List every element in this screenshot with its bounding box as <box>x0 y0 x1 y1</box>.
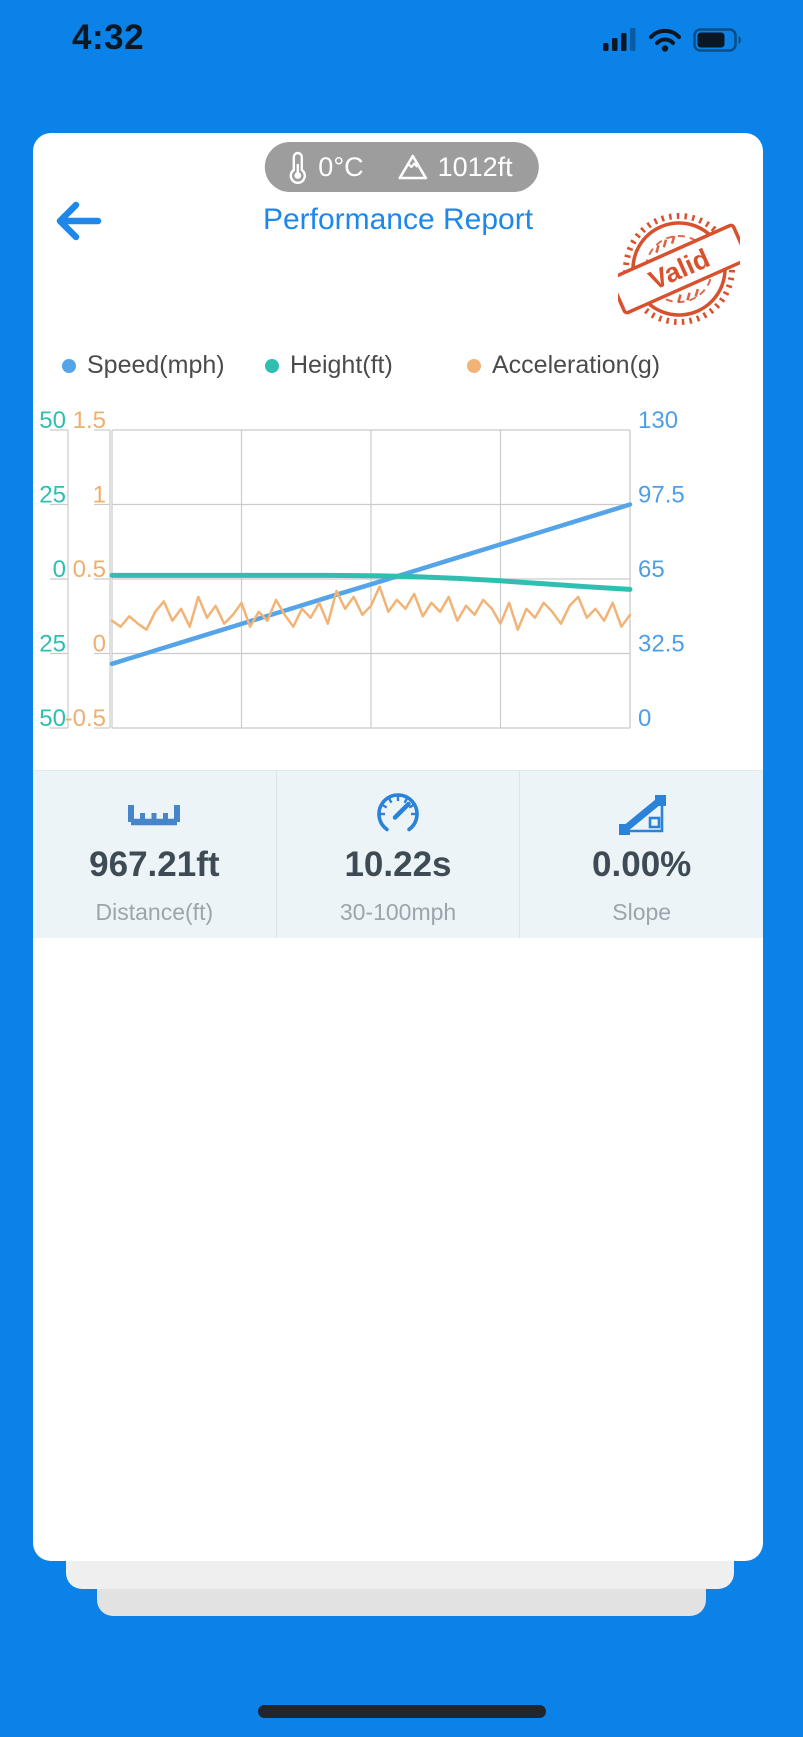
stat-accel-time: 10.22s 30-100mph <box>275 771 520 938</box>
axis-tick-label: -25 <box>40 631 66 658</box>
cellular-signal-icon <box>603 28 636 51</box>
temperature-value: 0°C <box>318 151 364 182</box>
stat-distance: 967.21ft Distance(ft) <box>33 771 276 938</box>
status-icons <box>603 28 743 52</box>
axis-tick-label: 0.5 <box>73 556 106 583</box>
axis-tick-label: 0 <box>93 631 106 658</box>
thermometer-icon <box>289 151 306 184</box>
status-time: 4:32 <box>72 18 145 57</box>
mountain-icon <box>398 154 427 180</box>
legend-item-acceleration[interactable]: Acceleration(g) <box>467 351 660 380</box>
axis-tick-label: 0 <box>53 556 66 583</box>
legend-item-speed[interactable]: Speed(mph) <box>62 351 225 380</box>
axis-tick-label: 97.5 <box>638 482 685 509</box>
wifi-icon <box>649 28 681 52</box>
legend-label-height: Height(ft) <box>290 351 393 379</box>
performance-chart: 50 25 0 -25 -50 1.5 1 0.5 0 -0.5 130 97.5 65 32.5 0 <box>40 407 685 732</box>
battery-icon <box>693 28 741 52</box>
ruler-icon <box>127 791 181 837</box>
sheet-layer-2 <box>97 1589 706 1616</box>
distance-value: 967.21ft <box>89 845 220 884</box>
axis-speed_mph: 130 97.5 65 32.5 0 <box>629 407 685 732</box>
legend-dot-height <box>265 358 279 373</box>
legend-item-height[interactable]: Height(ft) <box>265 351 393 380</box>
legend-label-speed: Speed(mph) <box>87 351 225 379</box>
back-arrow-icon <box>56 201 102 241</box>
sheet-layer-1 <box>66 1561 734 1589</box>
legend-dot-acceleration <box>467 358 481 373</box>
conditions-pill: 0°C 1012ft <box>264 142 539 192</box>
altitude-value: 1012ft <box>437 151 513 182</box>
axis-tick-label: 1.5 <box>73 407 106 434</box>
axis-tick-label: -0.5 <box>65 705 106 732</box>
valid-stamp: Valid <box>609 208 749 330</box>
stat-slope: 0.00% Slope <box>519 771 763 938</box>
chart-grid <box>111 429 631 729</box>
speedometer-icon <box>375 791 421 837</box>
legend-dot-speed <box>62 358 76 373</box>
axis-tick-label: 25 <box>40 482 66 509</box>
axis-tick-label: 65 <box>638 556 665 583</box>
axis-tick-label: 130 <box>638 407 678 434</box>
series-acceleration-g- <box>110 585 632 631</box>
legend-label-acceleration: Acceleration(g) <box>492 351 661 379</box>
axis-tick-label: 32.5 <box>638 631 685 658</box>
home-indicator[interactable] <box>258 1705 546 1718</box>
page-title: Performance Report <box>262 203 534 236</box>
slope-label: Slope <box>612 899 672 925</box>
slope-icon <box>617 791 667 837</box>
axis-acceleration_g: 1.5 1 0.5 0 -0.5 <box>65 407 111 732</box>
stamp-hatch-marks <box>655 235 699 303</box>
back-button[interactable] <box>50 196 106 246</box>
series-height-ft- <box>109 572 633 592</box>
distance-label: Distance(ft) <box>95 899 214 925</box>
axis-tick-label: -50 <box>40 705 66 732</box>
accel-time-value: 10.22s <box>344 845 452 884</box>
axis-tick-label: 1 <box>93 482 106 509</box>
axis-tick-label: 0 <box>638 705 651 732</box>
axis-height_ft: 50 25 0 -25 -50 <box>40 407 69 732</box>
slope-value: 0.00% <box>592 845 692 884</box>
stats-panel: 967.21ft Distance(ft) 10.22s 30-100mph <box>33 770 763 938</box>
accel-time-label: 30-100mph <box>339 899 457 925</box>
axis-tick-label: 50 <box>40 407 66 434</box>
series-speed-mph- <box>109 502 633 667</box>
